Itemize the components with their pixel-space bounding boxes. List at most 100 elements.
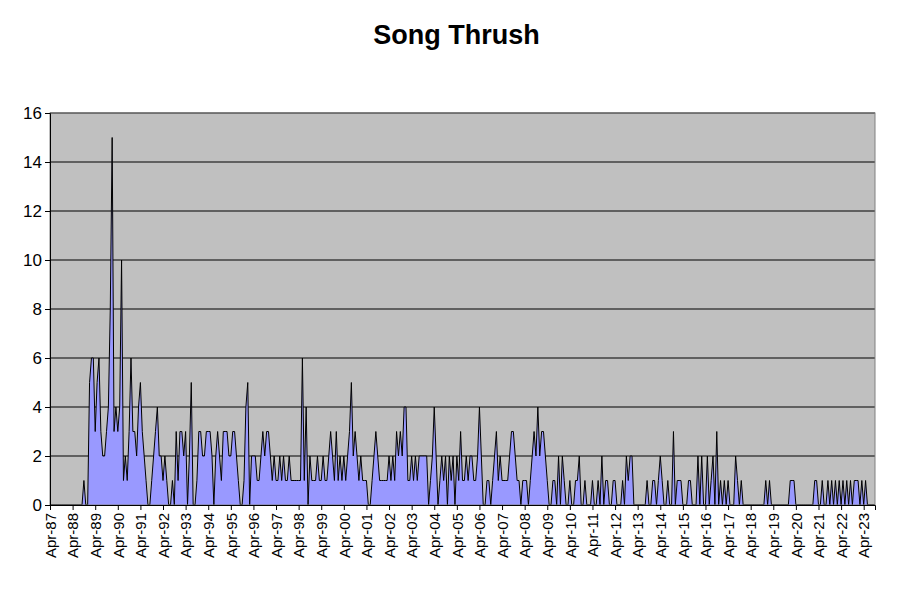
x-tick-label: Apr-22 [833,513,850,558]
x-tick-label: Apr-89 [87,513,104,558]
x-tick-mark [276,505,277,510]
x-tick-label: Apr-99 [313,513,330,558]
x-tick-label: Apr-98 [290,513,307,558]
x-tick-mark [796,505,797,510]
x-tick-label: Apr-96 [245,513,262,558]
y-tick-label: 12 [23,202,42,221]
x-tick-mark [118,505,119,510]
area [50,138,875,506]
x-tick-label: Apr-93 [177,513,194,558]
x-tick: Apr-10 [562,505,579,558]
x-tick-mark [841,505,842,510]
plot-frame [50,113,875,505]
x-tick-label: Apr-00 [336,513,353,558]
y-tick-label: 6 [33,349,42,368]
x-tick: Apr-17 [720,505,737,558]
y-tick-label: 4 [33,398,42,417]
x-tick: Apr-90 [110,505,127,558]
x-tick-label: Apr-10 [562,513,579,558]
grid-line [50,456,875,457]
x-tick-mark [660,505,661,510]
x-tick-mark [864,505,865,510]
x-tick: Apr-87 [42,505,59,558]
y-tick: 8 [33,300,50,319]
x-tick-mark [186,505,187,510]
x-tick-label: Apr-91 [132,513,149,558]
x-tick-label: Apr-97 [268,513,285,558]
x-tick: Apr-98 [290,505,307,558]
x-tick-mark [615,505,616,510]
y-tick: 14 [23,153,50,172]
x-tick-label: Apr-87 [42,513,59,558]
x-tick-mark [525,505,526,510]
x-tick-mark [818,505,819,510]
x-tick-mark [231,505,232,510]
y-tick-mark [45,505,50,506]
x-tick-mark [299,505,300,510]
x-tick-mark [321,505,322,510]
x-tick: Apr-12 [607,505,624,558]
x-tick: Apr-93 [177,505,194,558]
x-axis-line [51,506,876,511]
x-tick: Apr-20 [788,505,805,558]
x-tick-label: Apr-04 [426,513,443,558]
y-tick-mark [45,407,50,408]
x-tick-label: Apr-88 [64,513,81,558]
x-tick: Apr-07 [494,505,511,558]
x-tick-mark [479,505,480,510]
x-tick-mark [434,505,435,510]
x-tick-mark [502,505,503,510]
x-tick: Apr-99 [313,505,330,558]
x-tick-mark [570,505,571,510]
x-tick: Apr-92 [155,505,172,558]
y-tick-mark [45,211,50,212]
x-tick-label: Apr-12 [607,513,624,558]
y-tick: 4 [33,398,50,417]
x-axis: Apr-87 Apr-88 Apr-89 Apr-90 Apr-91 Apr-92 Apr-… [42,505,876,558]
x-tick: Apr-95 [223,505,240,558]
y-tick-label: 2 [33,447,42,466]
grid-line [50,358,875,359]
x-tick: Apr-22 [833,505,850,558]
x-tick-mark [163,505,164,510]
x-tick-mark [389,505,390,510]
outline [50,138,875,506]
x-tick-label: Apr-90 [110,513,127,558]
x-tick-label: Apr-09 [539,513,556,558]
y-tick-mark [45,358,50,359]
x-tick: Apr-02 [381,505,398,558]
x-tick: Apr-14 [652,505,669,558]
x-tick-label: Apr-19 [765,513,782,558]
x-tick-label: Apr-94 [200,513,217,558]
y-tick: 16 [23,104,50,123]
x-tick: Apr-88 [64,505,81,558]
x-tick: Apr-00 [336,505,353,558]
x-tick-label: Apr-17 [720,513,737,558]
x-tick-label: Apr-16 [697,513,714,558]
x-tick-label: Apr-03 [403,513,420,558]
x-tick: Apr-19 [765,505,782,558]
x-tick-mark [638,505,639,510]
x-tick: Apr-16 [697,505,714,558]
x-tick: Apr-97 [268,505,285,558]
x-tick-label: Apr-18 [742,513,759,558]
y-tick-label: 0 [33,496,42,515]
x-tick: Apr-11 [584,505,601,557]
y-tick: 2 [33,447,50,466]
y-tick: 10 [23,251,50,270]
y-tick-label: 14 [23,153,42,172]
x-tick-mark [344,505,345,510]
x-tick-label: Apr-06 [471,513,488,558]
x-tick-mark [457,505,458,510]
x-tick-mark [705,505,706,510]
y-tick: 0 [33,496,50,515]
x-tick-label: Apr-02 [381,513,398,558]
x-tick-mark [773,505,774,510]
x-tick-label: Apr-95 [223,513,240,558]
x-tick-mark [366,505,367,510]
grid-line [50,407,875,408]
x-tick-label: Apr-21 [810,513,827,558]
x-tick-mark [683,505,684,510]
x-tick: Apr-91 [132,505,149,558]
y-tick-mark [45,162,50,163]
